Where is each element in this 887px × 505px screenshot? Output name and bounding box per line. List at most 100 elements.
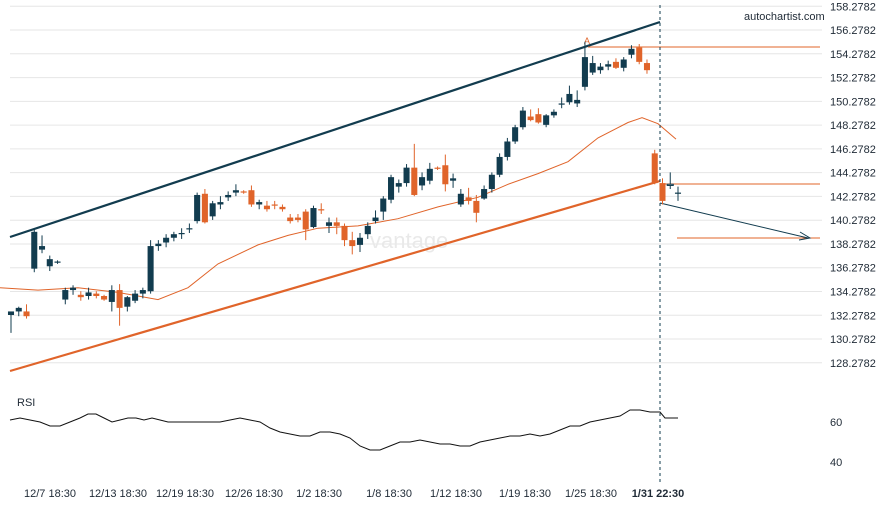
candle [566,85,573,105]
candle-body [124,297,131,307]
candle-body [380,198,387,212]
price-tick-label: 138.2782 [830,239,876,251]
candle [62,287,69,305]
candle-body [411,167,418,195]
candle [108,285,115,312]
candle [574,90,581,108]
candle-body [287,217,294,222]
price-tick-label: 158.2782 [830,1,876,13]
candle [527,109,534,122]
time-axis: 12/7 18:30 12/13 18:30 12/19 18:30 12/26 18… [24,488,684,500]
candle-body [186,228,193,230]
candle-body [77,294,84,298]
candle-body [54,261,61,263]
candle-body [209,203,216,217]
candle [643,59,651,74]
candle-body [674,192,682,194]
candle [116,284,123,326]
candle [101,294,108,301]
candle-body [473,200,480,213]
candle-body [589,63,596,73]
candle-body [248,190,255,205]
candle [85,287,92,300]
time-tick-label: 1/19 18:30 [499,488,551,500]
candle-body [388,177,395,200]
forecast-arrowhead [798,231,812,241]
moving-average-line [0,117,677,301]
candle-body [341,225,348,241]
candle [232,184,239,197]
candle [54,260,61,264]
candle-body [581,57,588,87]
candle [411,143,418,197]
candle [287,213,294,224]
price-tick-label: 146.2782 [830,144,876,156]
candle [434,166,441,171]
pattern-point-label: A [584,36,590,46]
candle [294,213,301,223]
rsi-line [9,409,678,451]
candle [620,57,627,72]
candle-body [419,177,426,186]
time-tick-label: 1/31 22:30 [632,488,685,500]
candle-body [434,167,441,169]
candle [201,189,208,224]
candle [77,291,84,301]
candle-body [116,290,123,308]
candle [38,235,46,254]
candle-body [155,243,162,247]
candle [318,203,325,214]
candle-body [318,209,325,211]
time-tick-label: 12/13 18:30 [89,488,147,500]
candle-body [194,194,201,222]
time-tick-label: 1/12 18:30 [430,488,482,500]
price-tick-label: 148.2782 [830,120,876,132]
forecast-arrow [659,202,809,239]
candle-body [101,295,108,300]
candle-body [636,47,643,62]
candle-body [620,59,627,68]
candle [23,304,30,319]
candle [581,41,588,91]
candle [341,223,348,247]
candle [93,291,100,299]
candle-body [240,191,247,193]
candle [380,196,387,220]
candle [395,179,402,193]
candle [364,222,371,239]
candle [356,233,364,253]
candle-body [450,178,457,181]
price-tick-label: 130.2782 [830,334,876,346]
candle-body [504,141,511,157]
candle-body [201,193,208,223]
candle-body [605,64,612,67]
candle-body [225,194,232,198]
candle-body [426,168,433,181]
price-tick-label: 156.2782 [830,25,876,37]
candle-body [7,311,15,316]
candle [666,172,674,190]
candle-body [178,233,185,235]
price-axis: 158.2782 156.2782 154.2782 152.2782 150.2782… [830,1,876,370]
candle [124,295,131,312]
candle-body [31,231,38,269]
candle-body [232,190,239,193]
time-tick-label: 1/25 18:30 [565,488,617,500]
ma-series [0,117,677,301]
candle [302,209,309,241]
candle [310,205,317,229]
candle [263,200,270,212]
candle [349,231,356,255]
candle-body [535,114,542,123]
candle-body [132,293,139,301]
candle [597,63,604,74]
candle-body [70,287,77,291]
candle [504,137,511,161]
candle [70,285,77,295]
candle [271,200,278,210]
candle [403,164,410,187]
candle-body [62,290,69,300]
candle [481,185,488,200]
candle-body [550,111,557,116]
